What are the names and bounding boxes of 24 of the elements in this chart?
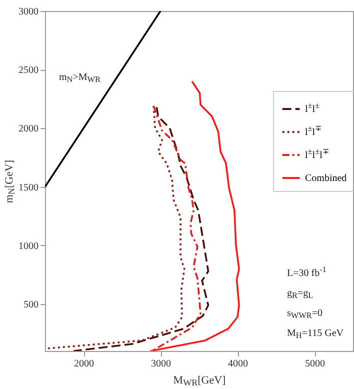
annotation: s$_{WWR}$=0 xyxy=(287,308,322,320)
x-tick-label: 3000 xyxy=(151,358,171,370)
annotation: m$_{N}$>M$_{WR}$ xyxy=(59,72,101,84)
annotation: L=30 fb$^{-1}$ xyxy=(287,265,326,279)
legend-label: l$^{±}$l$^{±}$ xyxy=(305,101,320,115)
y-tick-label: 1500 xyxy=(18,182,38,194)
line-series xyxy=(150,80,240,351)
x-tick-label: 2000 xyxy=(74,358,94,370)
x-tick-label: 4000 xyxy=(228,358,248,370)
legend-label: l$^{±}$l$^{±}$l$^{∓}$ xyxy=(305,147,330,161)
legend-label: Combined xyxy=(305,173,347,184)
y-tick-label: 2500 xyxy=(18,65,38,76)
line-series xyxy=(151,105,202,351)
y-tick-label: 2000 xyxy=(18,124,38,135)
legend-label: l$^{±}$l$^{∓}$ xyxy=(305,124,322,138)
annotation: M$_{H}$=115 GeV xyxy=(287,328,344,340)
y-tick-label: 1000 xyxy=(18,240,38,252)
y-tick-label: 3000 xyxy=(18,6,38,18)
y-tick-label: 500 xyxy=(24,300,38,311)
annotation: g$_{R}$=g$_{L}$ xyxy=(287,288,314,300)
x-axis-title: M$_{WR}$[GeV] xyxy=(173,374,226,388)
x-tick-label: 5000 xyxy=(305,358,325,370)
line-series xyxy=(45,105,186,350)
line-series xyxy=(72,106,210,351)
